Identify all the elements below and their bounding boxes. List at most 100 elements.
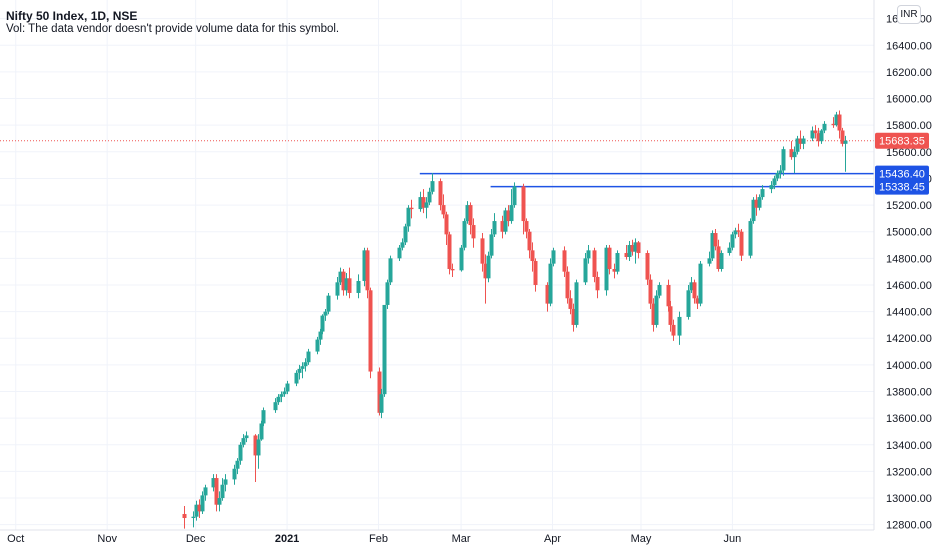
candle-body — [191, 516, 196, 519]
candle — [695, 295, 700, 309]
candle-body — [385, 282, 390, 305]
candle-body — [306, 351, 311, 363]
candle — [816, 127, 821, 147]
price-tick-label: 15000.00 — [886, 227, 932, 239]
candle — [379, 388, 384, 419]
time-axis[interactable]: Oct Nov Dec 2021 Feb Mar Apr May Jun — [7, 533, 741, 545]
candle-body — [801, 138, 806, 144]
candle-body — [727, 247, 732, 254]
candle — [713, 229, 718, 251]
candle-body — [530, 250, 535, 262]
candle — [273, 398, 278, 413]
candle-body — [813, 130, 818, 134]
candle — [306, 348, 311, 365]
candle — [645, 250, 650, 285]
candle — [382, 304, 387, 397]
candle-body — [421, 197, 426, 208]
candle — [368, 287, 373, 379]
candle — [524, 218, 529, 239]
candle-body — [831, 123, 836, 126]
candle-body — [320, 315, 325, 332]
candle — [450, 263, 455, 277]
candle-body — [503, 210, 508, 232]
candle — [409, 199, 414, 219]
candle-body — [713, 233, 718, 247]
candle-body — [592, 250, 597, 277]
price-axis[interactable]: 12800.00 13000.00 13200.00 13400.00 13600.00… — [886, 14, 932, 532]
candle — [285, 380, 290, 395]
candle-body — [716, 246, 721, 269]
candle-body — [197, 504, 202, 512]
candle-body — [524, 221, 529, 232]
price-tick-label: 13200.00 — [886, 466, 932, 478]
candle — [751, 197, 756, 224]
candle-body — [739, 231, 744, 256]
candle-body — [338, 271, 343, 283]
candle-body — [751, 199, 756, 222]
candle-body — [604, 247, 609, 291]
candle — [365, 247, 370, 299]
candle — [506, 205, 511, 227]
candle — [483, 254, 488, 304]
candle-body — [294, 372, 299, 384]
candle — [775, 170, 780, 182]
price-badge-label: 15683.35 — [879, 136, 925, 148]
time-tick-label: 2021 — [275, 533, 299, 545]
candle-body — [666, 284, 671, 307]
candle — [465, 201, 470, 224]
candle-body — [211, 478, 216, 488]
candle-body — [692, 282, 697, 299]
candle — [197, 499, 202, 519]
time-tick-label: Jun — [724, 533, 742, 545]
candle — [831, 117, 836, 128]
candle-body — [633, 242, 638, 252]
candle — [512, 182, 517, 208]
currency-badge[interactable]: INR — [897, 5, 921, 24]
candle-body — [789, 149, 794, 158]
candle — [813, 125, 818, 139]
candle — [421, 189, 426, 214]
candle — [624, 245, 629, 260]
candle-body — [840, 130, 845, 144]
candle-body — [698, 263, 703, 304]
candle-body — [430, 181, 435, 192]
price-tick-label: 16400.00 — [886, 40, 932, 52]
candle — [671, 319, 676, 341]
candle — [778, 165, 783, 179]
candle-body — [686, 290, 691, 317]
candle — [798, 130, 803, 150]
candle-body — [595, 276, 600, 291]
candle-body — [468, 205, 473, 226]
candle-body — [648, 279, 653, 304]
candle-body — [509, 205, 514, 222]
candle-body — [326, 295, 331, 312]
candle-body — [651, 303, 656, 325]
candle-body — [480, 238, 485, 264]
candle-body — [615, 253, 620, 272]
candle-body — [612, 268, 617, 272]
candle — [441, 194, 446, 219]
candle-body — [506, 210, 511, 222]
candle — [211, 474, 216, 492]
candle — [279, 391, 284, 403]
candle — [238, 442, 243, 465]
candle — [323, 308, 328, 321]
candle-body — [347, 278, 352, 293]
candle — [733, 227, 738, 239]
candle-body — [748, 221, 753, 256]
candle — [388, 255, 393, 285]
horizontal-levels — [0, 140, 874, 188]
price-tick-label: 13000.00 — [886, 493, 932, 505]
candle — [727, 242, 732, 256]
candle — [739, 229, 744, 262]
time-tick-label: Dec — [186, 533, 206, 545]
candle — [297, 364, 302, 380]
candle-body — [677, 316, 682, 336]
candle-body — [403, 226, 408, 243]
candle — [757, 194, 762, 211]
candle-body — [382, 304, 387, 395]
symbol-title[interactable]: Nifty 50 Index, 1D, NSE — [6, 9, 138, 23]
candle — [194, 500, 199, 521]
candle — [568, 290, 573, 315]
